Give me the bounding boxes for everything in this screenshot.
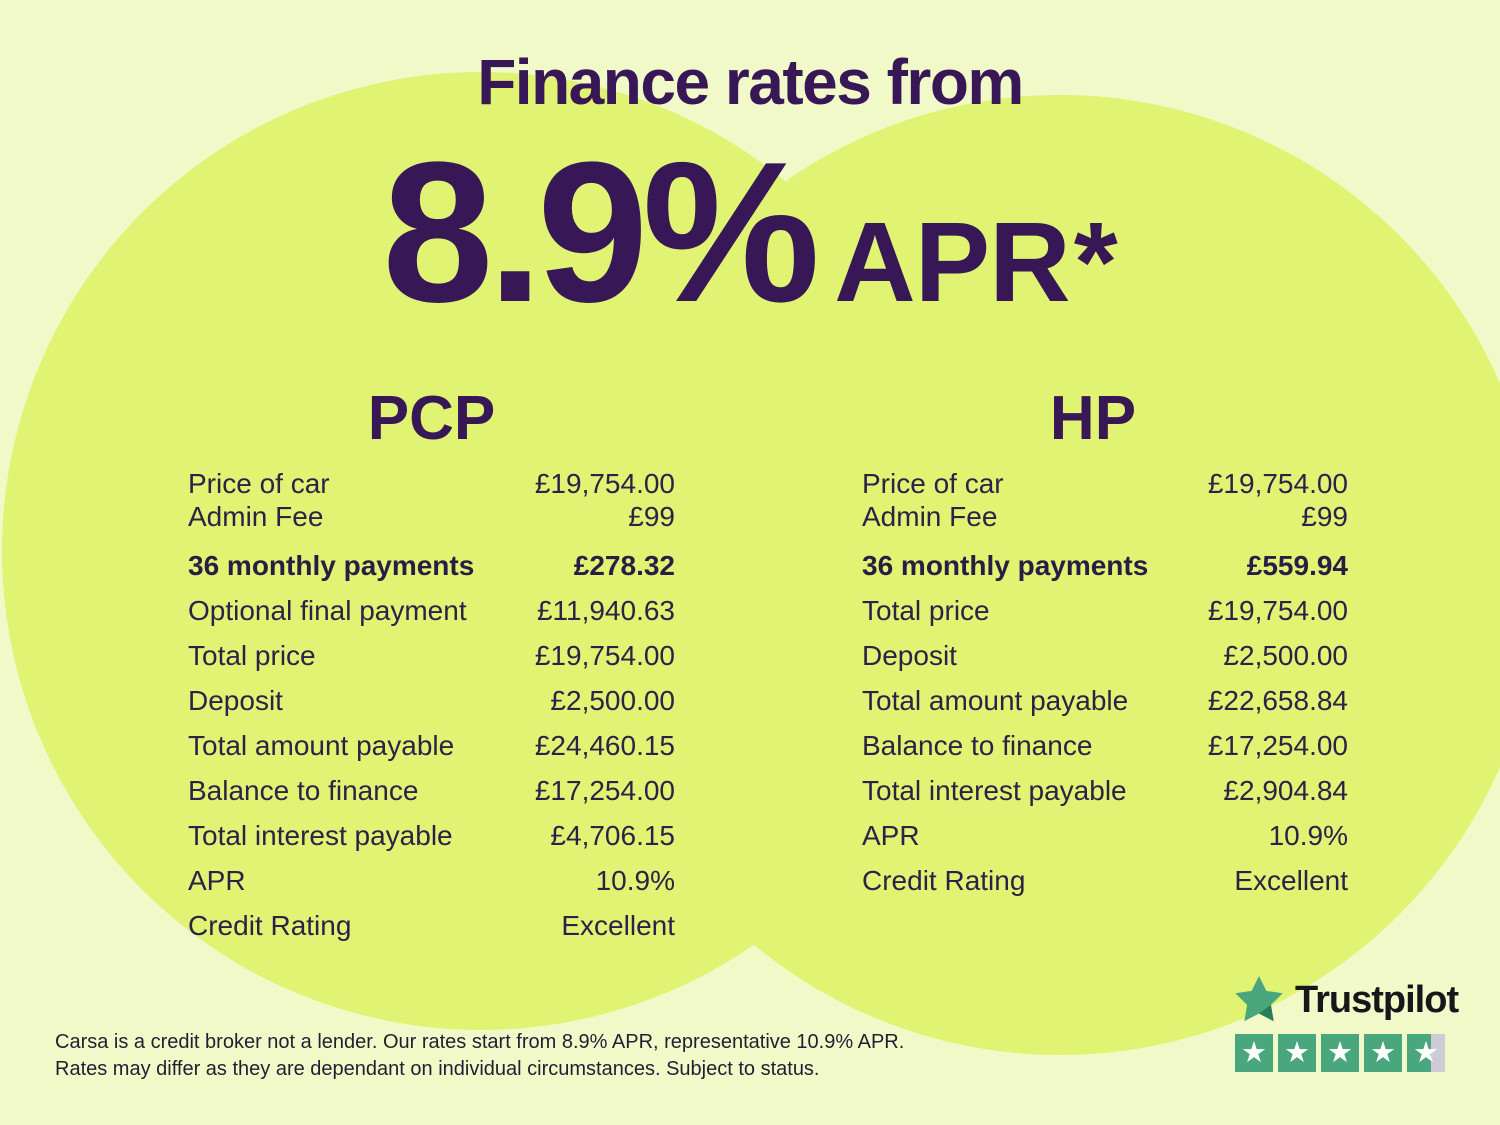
row-label: 36 monthly payments [862, 549, 1149, 581]
row-label: Admin Fee [188, 500, 324, 532]
row-label: Total price [188, 639, 316, 671]
star-icon: ★ [1413, 1034, 1439, 1069]
star-icon: ★ [1370, 1034, 1396, 1069]
table-row: Deposit £2,500.00 [862, 627, 1348, 672]
headline-rate: 8.9% APR * [0, 133, 1500, 333]
row-label: APR [862, 819, 920, 851]
row-label: Total interest payable [188, 819, 453, 851]
row-value: £559.94 [1246, 549, 1348, 581]
row-value: £2,904.84 [1223, 774, 1348, 806]
table-row: Optional final payment £11,940.63 [188, 582, 675, 627]
table-row: APR 10.9% [862, 807, 1348, 852]
rate-value: 8.9% [382, 121, 820, 344]
table-row: APR 10.9% [188, 852, 675, 897]
row-value: £19,754.00 [1207, 467, 1348, 499]
rating-star-box: ★ [1407, 1034, 1445, 1072]
star-icon: ★ [1327, 1034, 1353, 1069]
rating-star-box: ★ [1235, 1034, 1273, 1072]
rating-star-box: ★ [1278, 1034, 1316, 1072]
pcp-table: Price of car £19,754.00 Admin Fee £99 36 mon… [188, 467, 675, 942]
row-label: Price of car [862, 467, 1004, 499]
row-label: Credit Rating [862, 864, 1026, 896]
row-label: Price of car [188, 467, 330, 499]
table-row: Credit Rating Excellent [862, 852, 1348, 897]
table-row: Price of car £19,754.00 [862, 467, 1348, 500]
table-row: Balance to finance £17,254.00 [188, 762, 675, 807]
table-row: 36 monthly payments £559.94 [862, 533, 1348, 582]
table-row: Deposit £2,500.00 [188, 672, 675, 717]
row-value: £24,460.15 [534, 729, 675, 761]
row-label: Admin Fee [862, 500, 998, 532]
row-label: Total price [862, 594, 990, 626]
row-label: Total amount payable [862, 684, 1129, 716]
trustpilot-star-icon [1235, 976, 1283, 1022]
rate-unit: APR [834, 199, 1071, 325]
table-row: Total price £19,754.00 [188, 627, 675, 672]
table-row: Total amount payable £22,658.84 [862, 672, 1348, 717]
row-value: £2,500.00 [1223, 639, 1348, 671]
table-row: Admin Fee £99 [188, 500, 675, 533]
row-label: Total interest payable [862, 774, 1127, 806]
row-label: APR [188, 864, 246, 896]
rating-star-box: ★ [1321, 1034, 1359, 1072]
row-label: Optional final payment [188, 594, 467, 626]
row-label: Balance to finance [188, 774, 419, 806]
table-row: Price of car £19,754.00 [188, 467, 675, 500]
table-row: Total interest payable £2,904.84 [862, 762, 1348, 807]
trustpilot-logo: Trustpilot [1233, 975, 1459, 1025]
trustpilot-brand-text: Trustpilot [1295, 978, 1459, 1021]
row-value: £99 [1301, 500, 1348, 532]
row-value: 10.9% [1268, 819, 1348, 851]
row-value: £19,754.00 [534, 467, 675, 499]
trustpilot-rating-stars: ★ ★ ★ ★ ★ [1235, 1034, 1445, 1072]
pcp-heading: PCP [367, 384, 496, 453]
row-value: £99 [628, 500, 675, 532]
row-value: £11,940.63 [536, 594, 675, 626]
row-value: £22,658.84 [1207, 684, 1348, 716]
row-value: £19,754.00 [1207, 594, 1348, 626]
table-row: Total interest payable £4,706.15 [188, 807, 675, 852]
row-value: 10.9% [595, 864, 675, 896]
row-label: Balance to finance [862, 729, 1093, 761]
table-row: Credit Rating Excellent [188, 897, 675, 942]
row-value: £4,706.15 [550, 819, 675, 851]
row-value: Excellent [1234, 864, 1348, 896]
row-label: Total amount payable [188, 729, 455, 761]
table-row: Balance to finance £17,254.00 [862, 717, 1348, 762]
page-title: Finance rates from [477, 46, 1024, 118]
rate-footnote-marker: * [1073, 199, 1118, 325]
row-value: Excellent [561, 909, 675, 941]
rating-star-box: ★ [1364, 1034, 1402, 1072]
star-icon: ★ [1284, 1034, 1310, 1069]
row-value: £2,500.00 [550, 684, 675, 716]
row-value: £17,254.00 [1207, 729, 1348, 761]
table-row: Total amount payable £24,460.15 [188, 717, 675, 762]
table-row: 36 monthly payments £278.32 [188, 533, 675, 582]
hp-table: Price of car £19,754.00 Admin Fee £99 36 mon… [862, 467, 1348, 897]
row-value: £17,254.00 [534, 774, 675, 806]
row-label: Deposit [188, 684, 283, 716]
disclaimer: Carsa is a credit broker not a lender. O… [55, 1029, 904, 1083]
rating-star-empty-part [1430, 1034, 1445, 1072]
table-row: Admin Fee £99 [862, 500, 1348, 533]
row-value: £19,754.00 [534, 639, 675, 671]
disclaimer-line-1: Carsa is a credit broker not a lender. O… [55, 1031, 905, 1053]
disclaimer-line-2: Rates may differ as they are dependant o… [55, 1058, 820, 1080]
row-label: Deposit [862, 639, 957, 671]
row-label: Credit Rating [188, 909, 352, 941]
row-label: 36 monthly payments [188, 549, 475, 581]
star-icon: ★ [1241, 1034, 1267, 1069]
right-background-circle [580, 95, 1500, 1055]
hp-heading: HP [1049, 384, 1137, 453]
row-value: £278.32 [573, 549, 675, 581]
table-row: Total price £19,754.00 [862, 582, 1348, 627]
